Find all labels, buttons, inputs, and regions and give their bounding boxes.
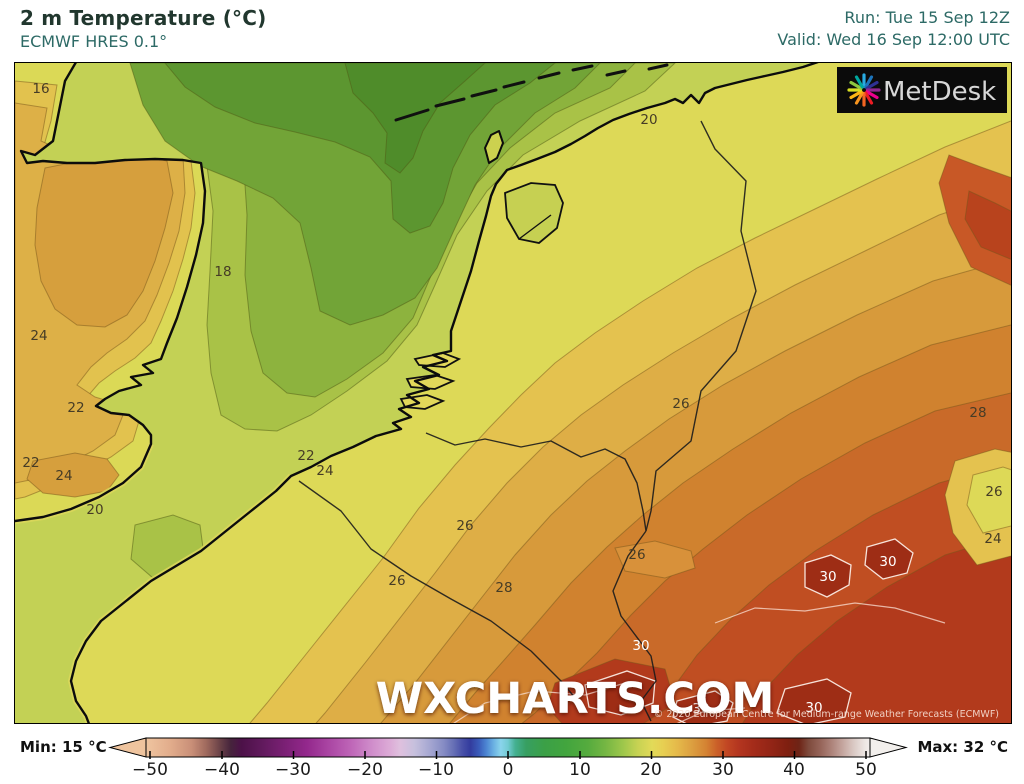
colorbar-overflow-arrow <box>869 737 908 758</box>
contour-labels: 16 18 20 24 22 24 20 22 24 26 28 26 24 2… <box>22 81 1002 717</box>
metdesk-starburst-icon <box>847 73 881 107</box>
contour-label: 26 <box>985 484 1002 500</box>
temperature-map-svg: 16 18 20 24 22 24 20 22 24 26 28 26 24 2… <box>15 63 1011 723</box>
colorbar-tick-label: −10 <box>418 760 454 780</box>
colorbar-tick-label: −30 <box>275 760 311 780</box>
wxcharts-watermark: WXCHARTS.COM <box>376 674 775 723</box>
contour-label: 26 <box>388 573 405 589</box>
contour-label: 26 <box>456 518 473 534</box>
contour-label: 30 <box>632 638 649 654</box>
contour-label: 30 <box>879 554 896 570</box>
houtribdijk-line <box>518 214 552 240</box>
metdesk-logo: MetDesk <box>837 67 1007 113</box>
country-borders <box>298 120 757 722</box>
border-be-de-lu <box>612 530 657 722</box>
colorbar-tick-label: −40 <box>204 760 240 780</box>
contour-label: 26 <box>628 547 645 563</box>
model-subtitle: ECMWF HRES 0.1° <box>20 32 168 51</box>
contour-label: 22 <box>297 448 314 464</box>
valid-timestamp: Valid: Wed 16 Sep 12:00 UTC <box>777 30 1010 49</box>
contour-label: 28 <box>969 405 986 421</box>
ijsselmeer-lake <box>504 182 564 244</box>
colorbar-tick-label: 20 <box>640 760 662 780</box>
contour-label: 24 <box>316 463 333 479</box>
colorbar-tick-label: −20 <box>347 760 383 780</box>
colorbar-tick-label: 0 <box>502 760 514 780</box>
contour-label: 22 <box>67 400 84 416</box>
white-contour-lines <box>444 602 946 723</box>
colorbar <box>108 737 908 759</box>
contour-label: 28 <box>495 580 512 596</box>
contour-label: 24 <box>984 531 1001 547</box>
contour-label: 30 <box>805 700 822 716</box>
border-nl-be <box>425 432 647 532</box>
contour-label: 24 <box>55 468 72 484</box>
colorbar-underflow-arrow <box>108 737 147 758</box>
coastline-continent <box>69 63 819 723</box>
colorbar-tick-label: 50 <box>855 760 877 780</box>
coastlines <box>15 63 819 723</box>
contour-label: 20 <box>640 112 657 128</box>
colorbar-tick-label: −50 <box>132 760 168 780</box>
border-be-fr <box>298 480 587 712</box>
colorbar-min-label: Min: 15 °C <box>20 738 107 756</box>
contour-label: 16 <box>32 81 49 97</box>
colorbar-tick-marks <box>149 751 867 759</box>
colorbar-tick-label: 40 <box>783 760 805 780</box>
contour-label: 22 <box>22 455 39 471</box>
copyright-text: © 2020 European Centre for Medium-range … <box>654 709 999 720</box>
colorbar-max-label: Max: 32 °C <box>917 738 1008 756</box>
run-timestamp: Run: Tue 15 Sep 12Z <box>844 8 1010 27</box>
colorbar-tick-label: 30 <box>712 760 734 780</box>
texel-island <box>484 130 504 164</box>
coastline-uk <box>15 63 207 523</box>
border-nl-de <box>645 120 757 532</box>
contour-label: 30 <box>819 569 836 585</box>
contour-label: 20 <box>86 502 103 518</box>
weather-map: 16 18 20 24 22 24 20 22 24 26 28 26 24 2… <box>14 62 1012 724</box>
sea-temperature-bands <box>129 63 676 579</box>
contour-label: 18 <box>214 264 231 280</box>
colorbar-tick-label: 10 <box>569 760 591 780</box>
contour-label: 24 <box>30 328 47 344</box>
metdesk-logo-text: MetDesk <box>883 77 996 107</box>
hot-spot-30c-contours <box>584 538 914 723</box>
continent-temperature-bands <box>71 63 1011 723</box>
contour-label: 26 <box>672 396 689 412</box>
page-title: 2 m Temperature (°C) <box>20 6 267 30</box>
contour-label: 30 <box>692 701 709 717</box>
wadden-islands <box>394 63 669 122</box>
